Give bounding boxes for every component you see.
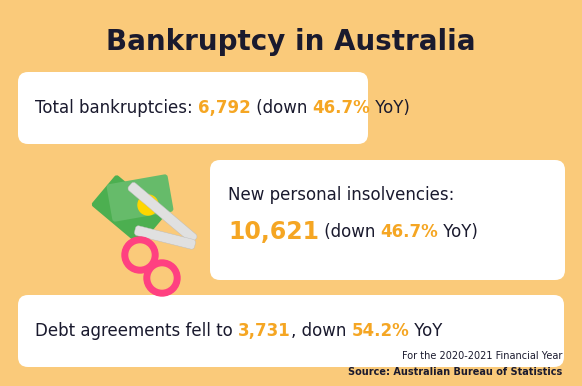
Text: (down: (down <box>319 223 381 241</box>
Text: Bankruptcy in Australia: Bankruptcy in Australia <box>107 28 475 56</box>
FancyBboxPatch shape <box>18 295 564 367</box>
FancyBboxPatch shape <box>210 160 565 280</box>
Text: YoY): YoY) <box>370 99 410 117</box>
Circle shape <box>122 237 158 273</box>
Circle shape <box>138 195 158 215</box>
Text: Source: Australian Bureau of Statistics: Source: Australian Bureau of Statistics <box>348 367 562 377</box>
FancyBboxPatch shape <box>128 182 197 243</box>
Text: For the 2020-2021 Financial Year: For the 2020-2021 Financial Year <box>402 351 562 361</box>
Circle shape <box>151 267 173 289</box>
Text: New personal insolvencies:: New personal insolvencies: <box>228 186 455 204</box>
Text: 10,621: 10,621 <box>228 220 319 244</box>
Text: Debt agreements fell to: Debt agreements fell to <box>35 322 238 340</box>
FancyBboxPatch shape <box>134 226 196 249</box>
Text: Total bankruptcies:: Total bankruptcies: <box>35 99 198 117</box>
Text: 3,731: 3,731 <box>238 322 291 340</box>
Text: 46.7%: 46.7% <box>381 223 438 241</box>
FancyBboxPatch shape <box>92 175 164 245</box>
Circle shape <box>144 260 180 296</box>
Text: YoY): YoY) <box>438 223 478 241</box>
Text: , down: , down <box>291 322 352 340</box>
Circle shape <box>129 244 151 266</box>
Text: 46.7%: 46.7% <box>313 99 370 117</box>
Text: 6,792: 6,792 <box>198 99 251 117</box>
Text: (down: (down <box>251 99 313 117</box>
FancyBboxPatch shape <box>18 72 368 144</box>
Text: 54.2%: 54.2% <box>352 322 409 340</box>
Text: YoY: YoY <box>409 322 442 340</box>
FancyBboxPatch shape <box>107 174 173 222</box>
